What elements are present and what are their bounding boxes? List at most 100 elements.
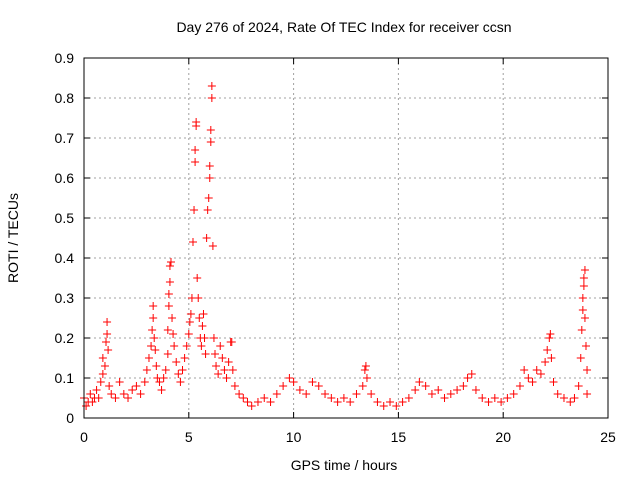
data-point [176, 378, 185, 386]
data-point [165, 262, 174, 270]
data-point [144, 354, 153, 362]
data-point [398, 398, 407, 406]
y-tick-label: 0.9 [55, 50, 75, 66]
data-point [239, 394, 248, 402]
data-point [124, 394, 133, 402]
data-point [191, 158, 200, 166]
data-point [209, 334, 218, 342]
data-point [104, 346, 113, 354]
data-point [148, 326, 157, 334]
x-tick-label: 25 [600, 429, 616, 445]
y-tick-label: 0.5 [55, 210, 75, 226]
data-point [272, 390, 281, 398]
y-tick-label: 0.7 [55, 130, 75, 146]
data-point [471, 386, 480, 394]
data-point [546, 330, 555, 338]
data-point [155, 378, 164, 386]
data-point [484, 398, 493, 406]
data-point [197, 342, 206, 350]
data-point [339, 394, 348, 402]
data-point [541, 358, 550, 366]
data-point [553, 390, 562, 398]
data-point [168, 314, 177, 322]
data-point [509, 390, 518, 398]
data-point [98, 370, 107, 378]
data-point [207, 82, 216, 90]
data-point [497, 398, 506, 406]
data-point [194, 294, 203, 302]
x-tick-label: 0 [80, 429, 88, 445]
data-point [207, 94, 216, 102]
data-point [98, 354, 107, 362]
data-point [102, 338, 111, 346]
data-point [202, 234, 211, 242]
data-point [578, 294, 587, 302]
data-point [206, 126, 215, 134]
data-point [178, 366, 187, 374]
grid-lines [84, 58, 608, 418]
data-point [379, 402, 388, 410]
data-point [204, 194, 213, 202]
data-point [574, 382, 583, 390]
y-tick-label: 0 [66, 410, 74, 426]
data-point [152, 362, 161, 370]
data-point [314, 382, 323, 390]
data-point [392, 402, 401, 410]
data-point [188, 238, 197, 246]
data-point [214, 370, 223, 378]
data-point [166, 258, 175, 266]
data-point [190, 206, 199, 214]
data-point [549, 378, 558, 386]
data-point [581, 342, 590, 350]
data-point [198, 322, 207, 330]
data-point [163, 350, 172, 358]
data-point [559, 394, 568, 402]
data-point [373, 398, 382, 406]
y-tick-label: 0.6 [55, 170, 75, 186]
data-point [230, 382, 239, 390]
data-point [128, 386, 137, 394]
data-point [96, 378, 105, 386]
data-point [200, 334, 209, 342]
data-point [333, 398, 342, 406]
data-point [580, 266, 589, 274]
data-point [302, 390, 311, 398]
data-point [182, 342, 191, 350]
data-point [142, 366, 151, 374]
data-point [459, 382, 468, 390]
data-point [321, 390, 330, 398]
data-point [136, 390, 145, 398]
data-point [247, 402, 256, 410]
y-tick-label: 0.8 [55, 90, 75, 106]
data-point [203, 206, 212, 214]
x-tick-label: 20 [495, 429, 511, 445]
data-point [103, 318, 112, 326]
axis-ticks [83, 57, 609, 419]
data-point [547, 354, 556, 362]
data-point [308, 378, 317, 386]
data-point [515, 382, 524, 390]
data-point [107, 390, 116, 398]
data-point [360, 366, 369, 374]
data-point [446, 390, 455, 398]
data-point [524, 374, 533, 382]
data-point [205, 162, 214, 170]
data-point [163, 326, 172, 334]
data-point [346, 398, 355, 406]
data-point [503, 394, 512, 402]
data-point [150, 334, 159, 342]
data-point [528, 378, 537, 386]
data-point [159, 374, 168, 382]
data-point [367, 390, 376, 398]
data-point [157, 386, 166, 394]
y-axis-label: ROTI / TECUs [5, 193, 21, 283]
data-point [206, 138, 215, 146]
data-point [570, 394, 579, 402]
data-point [212, 362, 221, 370]
data-point [583, 390, 592, 398]
data-point [566, 398, 575, 406]
data-point [243, 398, 252, 406]
data-point [88, 398, 97, 406]
data-point [220, 366, 229, 374]
